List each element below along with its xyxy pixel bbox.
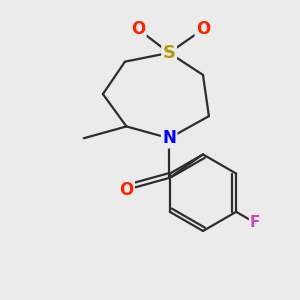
Text: F: F (250, 215, 260, 230)
Text: O: O (131, 20, 145, 38)
Text: N: N (162, 129, 176, 147)
Text: O: O (119, 181, 134, 199)
Text: S: S (163, 44, 176, 62)
Text: O: O (196, 20, 210, 38)
